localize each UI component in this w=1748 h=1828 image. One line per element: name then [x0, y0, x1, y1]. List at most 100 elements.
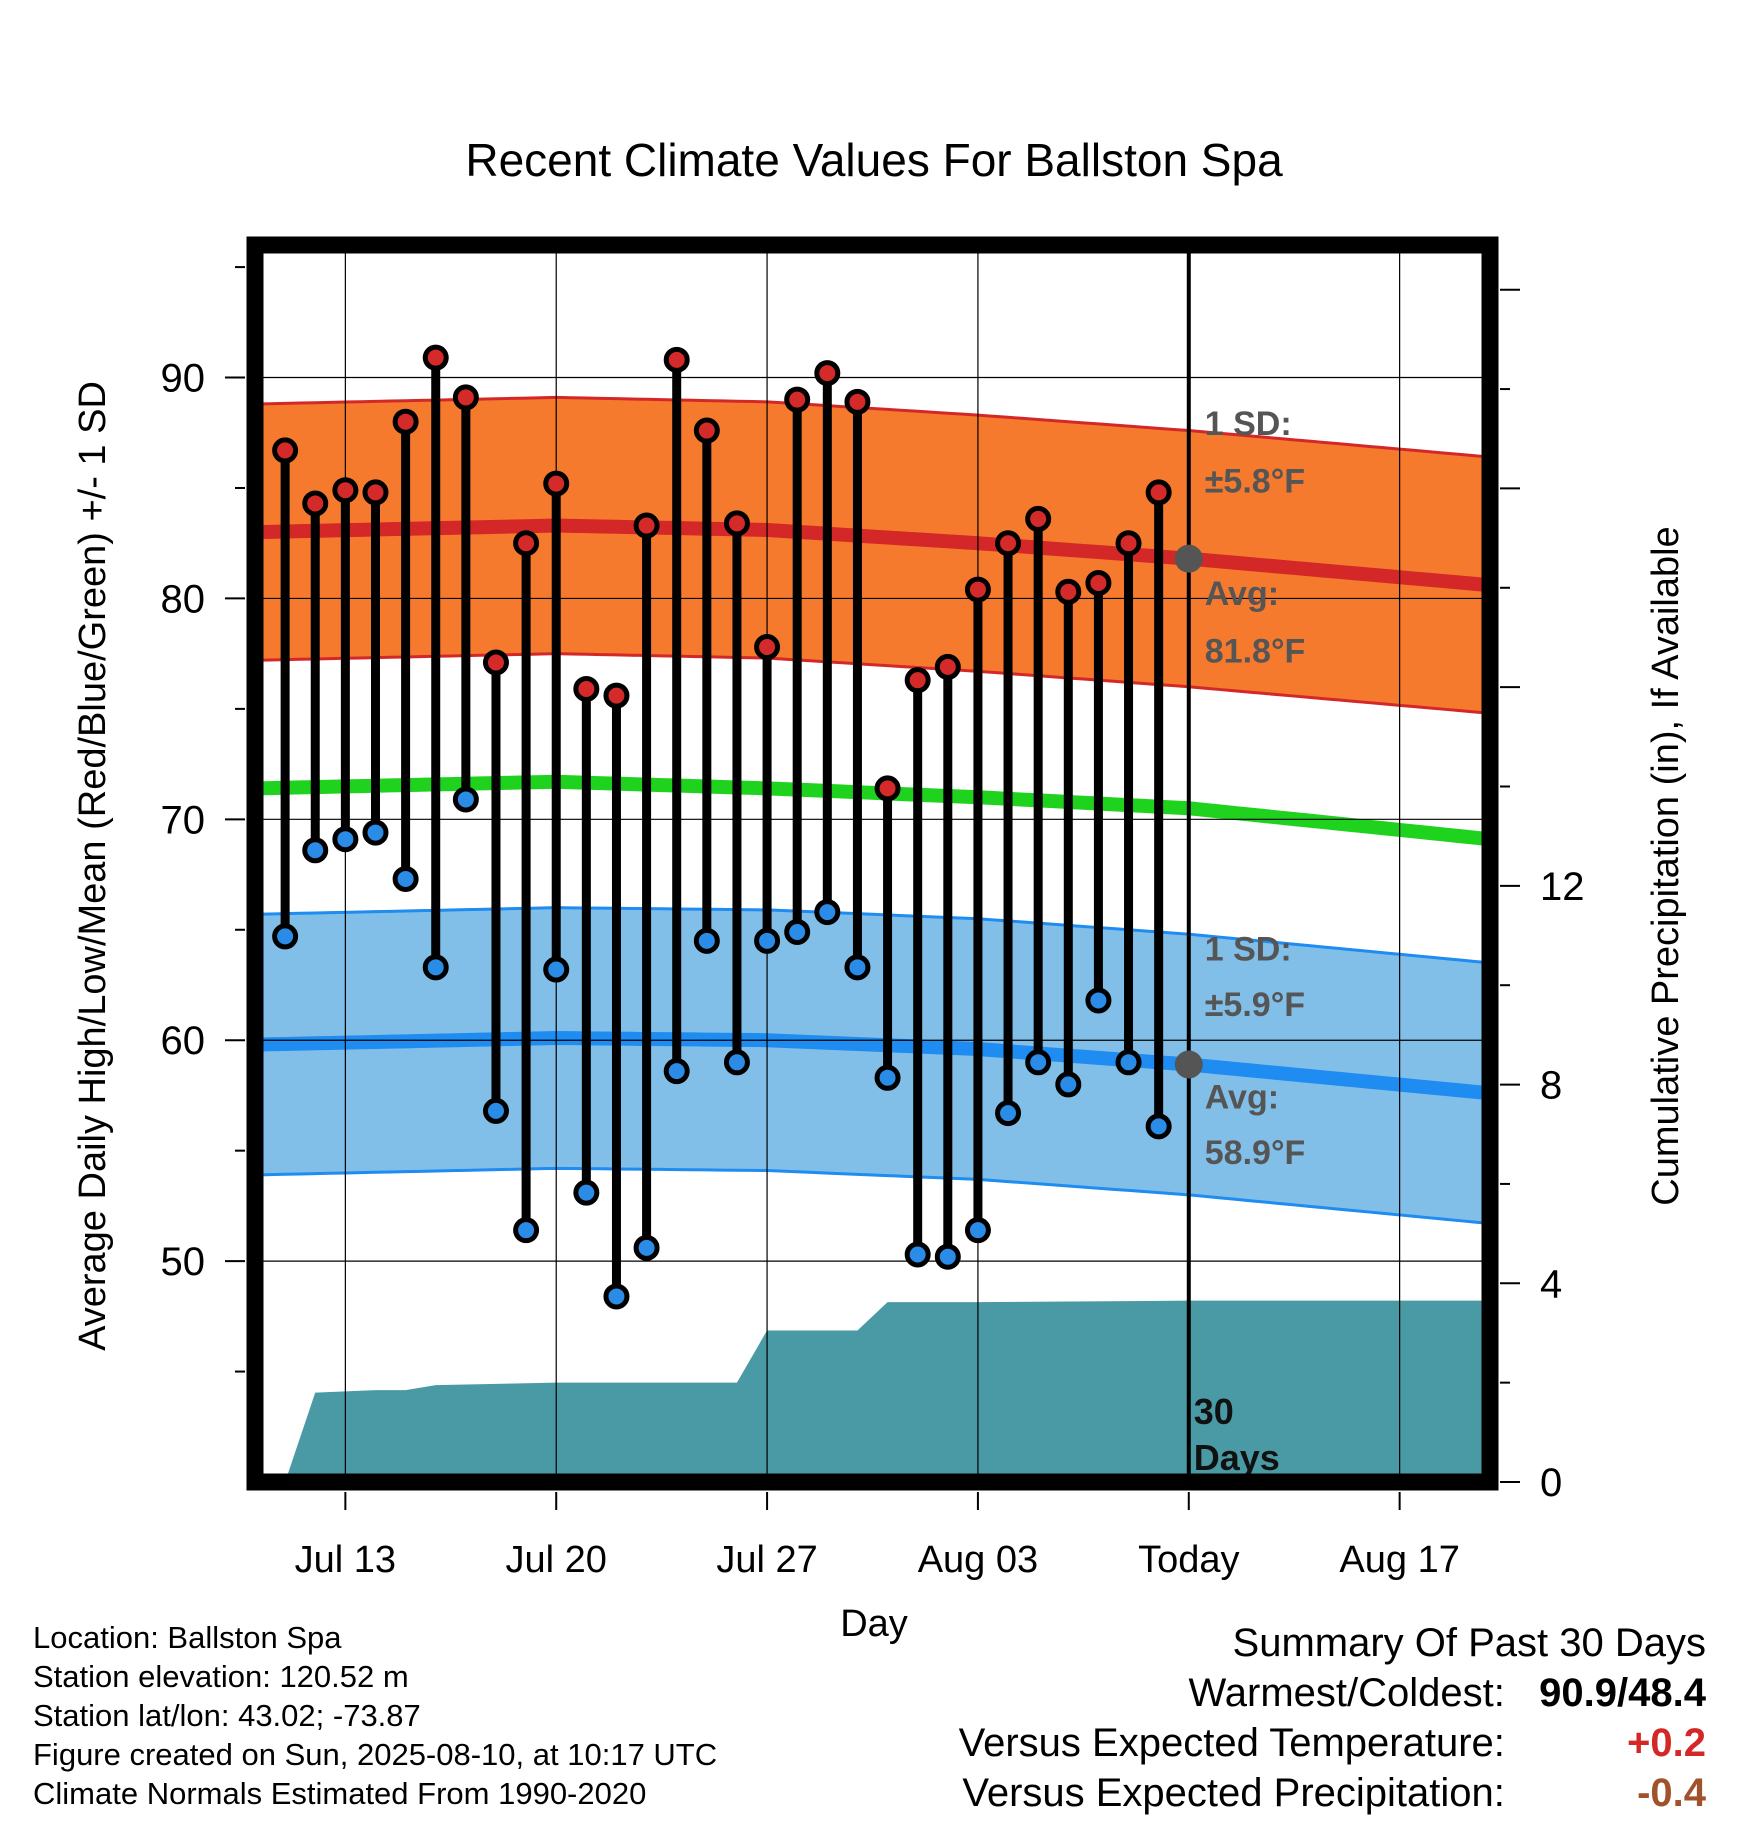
high-sd-label: 1 SD: — [1205, 405, 1292, 443]
low-point — [1085, 987, 1112, 1014]
low-point — [392, 865, 419, 892]
high-point — [995, 530, 1022, 557]
station-info: Location: Ballston Spa Station elevation… — [33, 1618, 853, 1813]
y-left-tick-label: 60 — [161, 1019, 206, 1063]
low-point — [452, 786, 479, 813]
high-point — [693, 417, 720, 444]
x-tick-label: Aug 03 — [918, 1539, 1038, 1581]
high-normal-line — [254, 518, 1491, 593]
low-point — [934, 1243, 961, 1270]
low-point — [513, 1217, 540, 1244]
high-lower-edge — [254, 652, 1491, 715]
high-point — [513, 530, 540, 557]
low-sd-label: 1 SD: — [1205, 931, 1292, 969]
low-avg-label: Avg: — [1205, 1079, 1279, 1117]
low-point — [663, 1058, 690, 1085]
high-avg-label: Avg: — [1205, 575, 1279, 613]
high-point — [904, 667, 931, 694]
low-point — [1055, 1071, 1082, 1098]
high-point — [482, 649, 509, 676]
x-tick-label: Jul 13 — [295, 1539, 396, 1581]
x-tick-label: Jul 27 — [716, 1539, 817, 1581]
low-point — [693, 927, 720, 954]
summary-temp: Versus Expected Temperature: +0.2 — [606, 1718, 1706, 1768]
precip-value: -0.4 — [1637, 1771, 1706, 1815]
elevation-text: Station elevation: 120.52 m — [33, 1659, 409, 1694]
plot-area: 1 SD: ±5.8°F Avg: 81.8°F 1 SD: ±5.9°F Avg: 58.9… — [161, 245, 1585, 1581]
low-point — [633, 1234, 660, 1261]
location-text: Location: Ballston Spa — [33, 1620, 342, 1655]
x-tick-label: Jul 20 — [506, 1539, 607, 1581]
temp-value: +0.2 — [1627, 1721, 1706, 1765]
latlon-text: Station lat/lon: 43.02; -73.87 — [33, 1698, 421, 1733]
low-point — [995, 1100, 1022, 1127]
y-right-tick-label: 8 — [1540, 1064, 1562, 1108]
low-point — [754, 927, 781, 954]
high-point — [784, 386, 811, 413]
high-sd-value: ±5.8°F — [1205, 462, 1305, 500]
high-point — [663, 346, 690, 373]
chart-title: Recent Climate Values For Ballston Spa — [465, 134, 1283, 186]
high-point — [934, 653, 961, 680]
summary-warm-cold: Warmest/Coldest: 90.9/48.4 — [606, 1668, 1707, 1718]
high-point — [302, 490, 329, 517]
high-point — [754, 634, 781, 661]
low-point — [1145, 1113, 1172, 1140]
low-point — [573, 1179, 600, 1206]
low-point — [874, 1064, 901, 1091]
x-axis-label: Day — [840, 1603, 908, 1645]
high-point — [1055, 578, 1082, 605]
low-point — [302, 837, 329, 864]
low-lower-edge — [254, 1166, 1491, 1226]
low-point — [362, 819, 389, 846]
low-point — [543, 956, 570, 983]
x-tick-label: Today — [1138, 1539, 1239, 1581]
temp-label: Versus Expected Temperature: — [958, 1721, 1505, 1765]
low-point — [723, 1049, 750, 1076]
high-point — [1145, 479, 1172, 506]
high-point — [573, 675, 600, 702]
low-point — [964, 1217, 991, 1244]
y-right-tick-label: 0 — [1540, 1461, 1562, 1505]
high-point — [723, 510, 750, 537]
summary-precip: Versus Expected Precipitation: -0.4 — [606, 1768, 1706, 1818]
normals-text: Climate Normals Estimated From 1990-2020 — [33, 1776, 647, 1811]
high-point — [543, 470, 570, 497]
low-upper-edge — [254, 906, 1491, 965]
high-point — [874, 775, 901, 802]
high-point — [332, 477, 359, 504]
y-axis-left-label: Average Daily High/Low/Mean (Red/Blue/Gr… — [72, 381, 114, 1351]
y-left-tick-label: 70 — [161, 798, 206, 842]
y-left-tick-label: 90 — [161, 357, 206, 401]
low-point — [844, 954, 871, 981]
low-point — [814, 899, 841, 926]
low-point — [603, 1283, 630, 1310]
high-point — [964, 576, 991, 603]
high-point — [603, 682, 630, 709]
mean-normal-line — [254, 774, 1491, 847]
high-point — [422, 344, 449, 371]
low-point — [422, 954, 449, 981]
x-tick-label: Aug 17 — [1339, 1539, 1459, 1581]
low-point — [1025, 1049, 1052, 1076]
low-point — [272, 923, 299, 950]
low-point — [904, 1241, 931, 1268]
created-text: Figure created on Sun, 2025-08-10, at 10… — [33, 1737, 718, 1772]
plot-frame — [246, 236, 1499, 1491]
y-right-tick-label: 4 — [1540, 1262, 1562, 1306]
high-point — [1115, 530, 1142, 557]
y-axis-right-label: Cumulative Precipitation (in), If Availa… — [1645, 526, 1687, 1205]
warm-cold-label: Warmest/Coldest: — [1188, 1671, 1505, 1715]
days-count-label: 30 — [1194, 1391, 1234, 1432]
high-point — [272, 437, 299, 464]
high-point — [452, 384, 479, 411]
today-low-avg-dot — [1174, 1050, 1203, 1079]
today-high-avg-dot — [1174, 544, 1203, 573]
low-avg-value: 58.9°F — [1205, 1134, 1306, 1172]
summary-title: Summary Of Past 30 Days — [1232, 1621, 1706, 1665]
warm-cold-value: 90.9/48.4 — [1539, 1671, 1706, 1715]
high-point — [362, 479, 389, 506]
days-word-label: Days — [1194, 1437, 1280, 1478]
precip-label: Versus Expected Precipitation: — [962, 1771, 1505, 1815]
